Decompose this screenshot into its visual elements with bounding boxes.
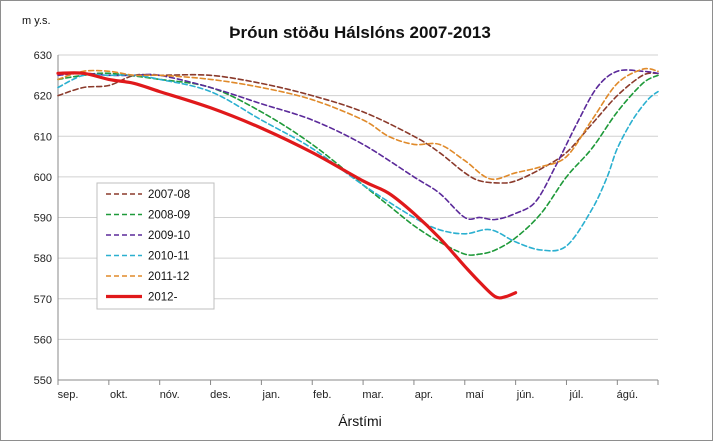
x-tick-label: mar.	[362, 389, 383, 401]
legend-label-2011-12: 2011-12	[148, 271, 189, 283]
legend-box	[96, 182, 215, 310]
y-tick-label: 550	[34, 375, 52, 387]
x-tick-label: jún.	[516, 389, 535, 401]
y-tick-label: 620	[34, 91, 52, 103]
series-line-2007-08	[57, 72, 659, 184]
series-line-2008-09	[57, 72, 659, 256]
legend-label-2012: 2012-	[148, 292, 178, 304]
y-axis-unit: m y.s.	[22, 15, 51, 27]
x-tick-label: apr.	[415, 389, 433, 401]
series-line-2012	[56, 71, 518, 300]
x-tick-label: ágú.	[617, 389, 638, 401]
chart-title: Þróun stöðu Hálslóns 2007-2013	[229, 23, 491, 42]
legend-label-2009-10: 2009-10	[148, 230, 190, 242]
y-tick-label: 610	[34, 131, 52, 143]
x-tick-label: júl.	[568, 389, 583, 401]
y-tick-label: 590	[34, 213, 52, 225]
x-axis-title: Árstími	[338, 413, 382, 429]
x-tick-label: jan.	[262, 389, 281, 401]
axes-layer: 550 560 570 580 590 600 610 620 630 sep. okt. nóv. d…	[34, 50, 659, 401]
x-tick-label: maí	[466, 389, 484, 401]
x-tick-label: des.	[210, 389, 231, 401]
y-tick-label: 560	[34, 334, 52, 346]
y-tick-label: 580	[34, 253, 52, 265]
y-tick-label: 570	[34, 294, 52, 306]
series-line-2010-11	[57, 73, 659, 252]
series-layer	[56, 67, 659, 300]
y-tick-label: 630	[34, 50, 52, 62]
legend: 2007-08 2008-09 2009-10 2010-11 2011-12 2012-	[96, 182, 215, 310]
legend-label-2010-11: 2010-11	[148, 251, 189, 263]
x-tick-label: nóv.	[160, 389, 180, 401]
y-tick-label: 600	[34, 172, 52, 184]
x-tick-label: okt.	[110, 389, 128, 401]
legend-label-2007-08: 2007-08	[148, 189, 190, 201]
x-tick-label: sep.	[58, 389, 79, 401]
x-tick-label: feb.	[313, 389, 331, 401]
legend-label-2008-09: 2008-09	[148, 210, 190, 222]
series-line-2011-12	[57, 67, 659, 181]
